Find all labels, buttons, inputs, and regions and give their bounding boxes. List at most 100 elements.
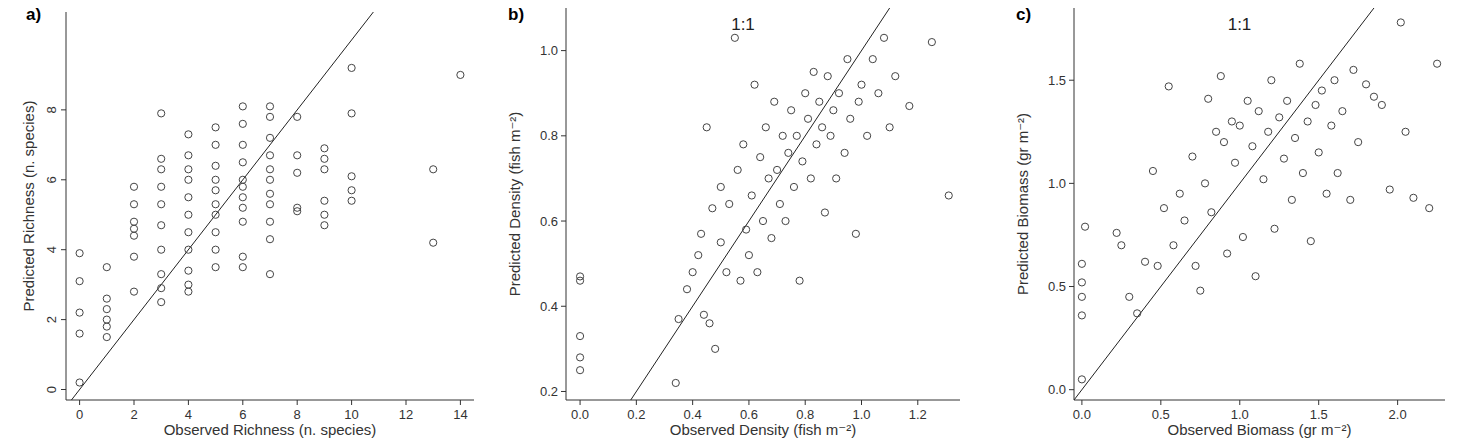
point: [239, 120, 246, 127]
point: [1078, 279, 1085, 286]
x-tick-label: 4: [185, 407, 192, 422]
point: [824, 73, 831, 80]
y-tick-label: 8: [44, 106, 59, 113]
point: [858, 81, 865, 88]
point: [762, 124, 769, 131]
point: [1318, 87, 1325, 94]
point: [185, 281, 192, 288]
point: [1081, 223, 1088, 230]
point: [239, 264, 246, 271]
y-axis: [566, 8, 567, 400]
point: [1397, 19, 1404, 26]
point: [880, 34, 887, 41]
point: [672, 379, 679, 386]
point: [576, 367, 583, 374]
point: [130, 232, 137, 239]
point: [1291, 134, 1298, 141]
point: [239, 103, 246, 110]
point: [239, 159, 246, 166]
point: [847, 115, 854, 122]
point: [212, 229, 219, 236]
point: [185, 152, 192, 159]
point: [723, 269, 730, 276]
point: [212, 201, 219, 208]
x-tick-label: 12: [399, 407, 413, 422]
y-tick-label: 6: [44, 176, 59, 183]
panel-label: a): [26, 5, 41, 24]
point: [697, 230, 704, 237]
point: [1078, 293, 1085, 300]
point: [348, 110, 355, 117]
point: [1299, 169, 1306, 176]
point: [1296, 60, 1303, 67]
point: [266, 176, 273, 183]
point: [855, 98, 862, 105]
point: [771, 98, 778, 105]
point: [1212, 128, 1219, 135]
point: [457, 71, 464, 78]
point: [185, 229, 192, 236]
point: [294, 204, 301, 211]
point: [1434, 60, 1441, 67]
point: [130, 253, 137, 260]
point: [1176, 190, 1183, 197]
point: [726, 200, 733, 207]
y-tick: [61, 179, 66, 180]
point: [103, 295, 110, 302]
point: [321, 222, 328, 229]
point: [1350, 66, 1357, 73]
x-tick-label: 0.0: [571, 407, 589, 422]
point: [816, 98, 823, 105]
point: [1231, 159, 1238, 166]
y-tick: [1069, 389, 1074, 390]
point: [185, 131, 192, 138]
point: [430, 239, 437, 246]
y-tick: [1069, 80, 1074, 81]
y-tick: [61, 389, 66, 390]
x-tick-label: 2: [130, 407, 137, 422]
point: [239, 183, 246, 190]
point: [266, 190, 273, 197]
point: [1334, 169, 1341, 176]
y-tick: [61, 319, 66, 320]
point: [1208, 209, 1215, 216]
x-tick-label: 1.2: [909, 407, 927, 422]
point: [830, 107, 837, 114]
point: [158, 271, 165, 278]
point: [76, 379, 83, 386]
point: [1355, 139, 1362, 146]
point: [266, 236, 273, 243]
point: [1328, 122, 1335, 129]
point: [819, 124, 826, 131]
point: [892, 73, 899, 80]
x-tick-label: 0: [76, 407, 83, 422]
y-tick-label: 1.0: [540, 43, 558, 58]
x-tick: [134, 400, 135, 405]
y-tick-label: 0.6: [540, 214, 558, 229]
point: [1244, 97, 1251, 104]
point: [813, 141, 820, 148]
point: [864, 132, 871, 139]
point: [212, 141, 219, 148]
x-tick-label: 8: [294, 407, 301, 422]
point: [1192, 262, 1199, 269]
point: [321, 197, 328, 204]
point: [740, 141, 747, 148]
x-tick: [460, 400, 461, 405]
point: [1410, 194, 1417, 201]
point: [576, 277, 583, 284]
point: [807, 175, 814, 182]
y-tick-label: 0: [44, 386, 59, 393]
x-tick: [580, 400, 581, 405]
identity-line: [71, 12, 373, 400]
point: [158, 201, 165, 208]
point: [1312, 101, 1319, 108]
point: [906, 102, 913, 109]
y-tick: [561, 135, 566, 136]
point: [158, 222, 165, 229]
point: [1113, 229, 1120, 236]
x-tick: [297, 400, 298, 405]
point: [717, 239, 724, 246]
y-tick: [561, 221, 566, 222]
x-tick-label: 6: [239, 407, 246, 422]
